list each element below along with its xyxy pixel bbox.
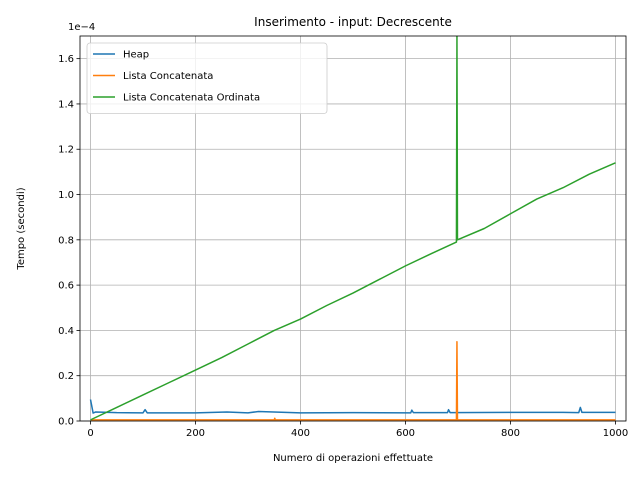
legend-box <box>86 42 328 114</box>
y-tick-label: 1.0 <box>58 190 74 201</box>
y-axis: 0.0 0.2 0.4 0.6 0.8 1.0 1.2 1.4 1.6 <box>58 54 80 428</box>
y-axis-label: Tempo (secondi) <box>16 187 27 270</box>
x-axis: 0 200 400 600 800 1000 <box>87 421 628 439</box>
x-axis-label: Numero di operazioni effettuate <box>273 453 433 464</box>
legend-label: Heap <box>123 50 149 61</box>
x-tick-label: 400 <box>291 428 310 439</box>
x-tick-label: 1000 <box>603 428 628 439</box>
y-axis-scale-label: 1e−4 <box>68 22 95 33</box>
series-line-lista-concatenata <box>90 340 616 421</box>
y-tick-label: 1.4 <box>58 99 74 110</box>
axes-frame <box>79 35 627 422</box>
legend: Heap Lista Concatenata Lista Concatenata O… <box>86 42 328 114</box>
series-lines <box>89 36 616 421</box>
x-tick-label: 600 <box>396 428 415 439</box>
x-tick-label: 800 <box>501 428 520 439</box>
y-tick-label: 0.0 <box>58 417 74 428</box>
x-tick-label: 200 <box>186 428 205 439</box>
y-tick-label: 0.4 <box>58 326 74 337</box>
legend-label: Lista Concatenata <box>123 71 213 82</box>
y-tick-label: 0.2 <box>58 371 74 382</box>
y-tick-label: 1.2 <box>58 145 74 156</box>
series-line-lista-concatenata-ordinata <box>90 36 616 421</box>
legend-label: Lista Concatenata Ordinata <box>123 93 260 104</box>
chart-title: Inserimento - input: Decrescente <box>254 15 452 29</box>
y-tick-label: 1.6 <box>58 54 74 65</box>
y-tick-label: 0.8 <box>58 235 74 246</box>
plot-area <box>89 36 616 421</box>
y-tick-label: 0.6 <box>58 281 74 292</box>
series-line-heap <box>89 399 616 414</box>
x-tick-label: 0 <box>87 428 93 439</box>
